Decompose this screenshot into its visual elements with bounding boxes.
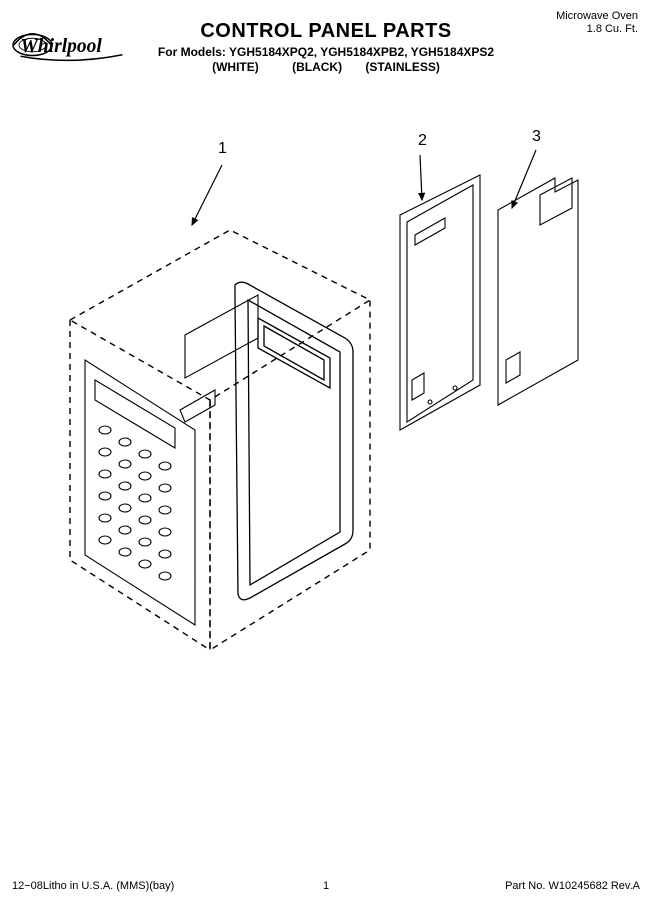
footer-part-number: Part No. W10245682 Rev.A	[505, 880, 640, 892]
part-3-board	[498, 178, 578, 405]
exploded-diagram: 1 2 3	[0, 100, 652, 820]
product-line-1: Microwave Oven	[556, 10, 638, 23]
callout-arrow-1	[192, 165, 222, 225]
svg-text:Whirlpool: Whirlpool	[21, 36, 103, 57]
part-2-plate	[400, 175, 480, 430]
brand-logo: Whirlpool	[10, 18, 130, 78]
callout-2: 2	[418, 132, 427, 150]
callout-3: 3	[532, 128, 541, 146]
product-line-2: 1.8 Cu. Ft.	[556, 23, 638, 36]
footer-page-number: 1	[323, 880, 329, 892]
callout-1: 1	[218, 140, 227, 158]
callout-arrow-3	[512, 150, 536, 208]
callout-arrow-2	[420, 155, 422, 200]
footer-left: 12−08Litho in U.S.A. (MMS)(bay)	[12, 880, 174, 892]
header: Whirlpool CONTROL PANEL PARTS For Models…	[0, 0, 652, 74]
product-info: Microwave Oven 1.8 Cu. Ft.	[556, 10, 638, 36]
part-1-assembly	[70, 230, 370, 650]
